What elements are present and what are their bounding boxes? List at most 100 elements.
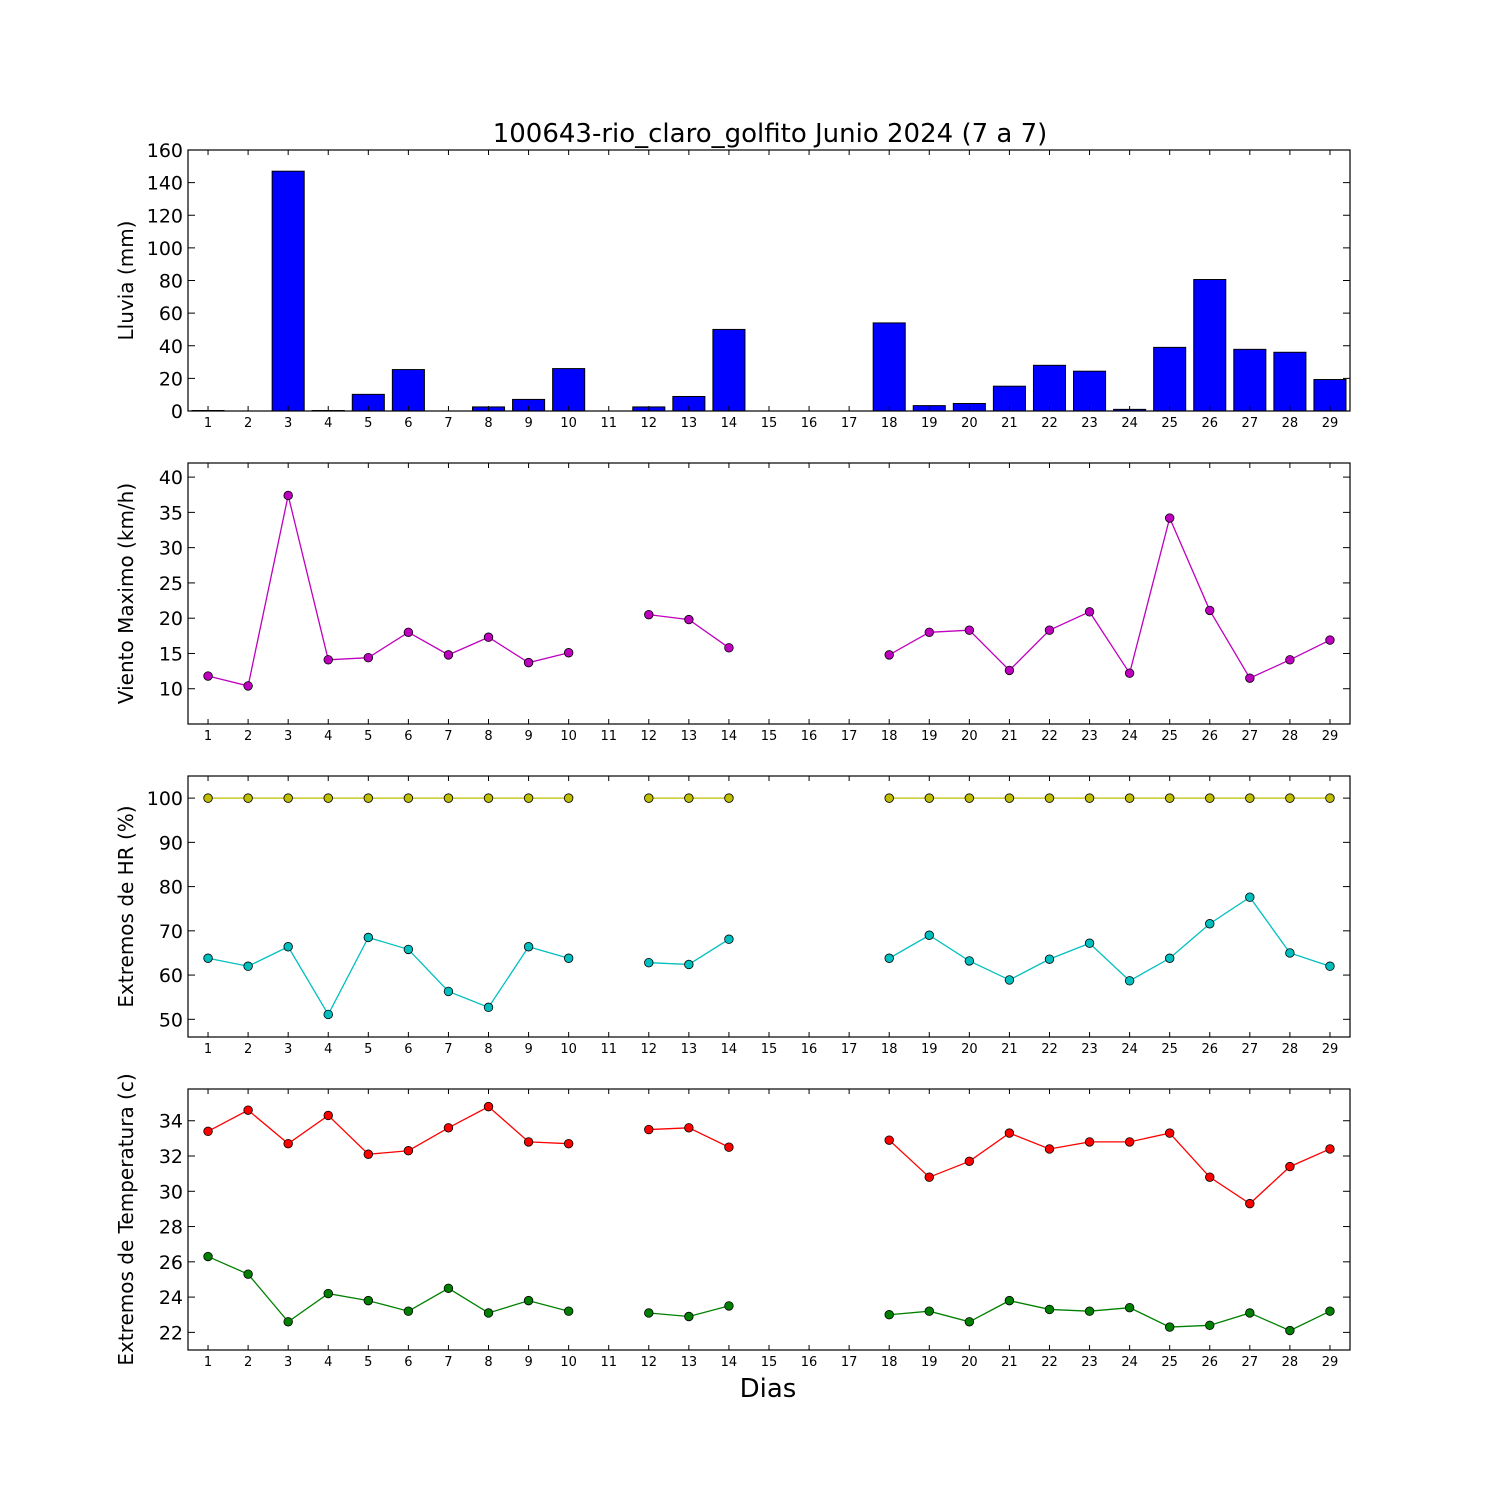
x-tick-label: 19 [921, 1355, 938, 1370]
wind-series-0-point-day-23 [1084, 607, 1095, 617]
x-tick-label: 21 [1001, 729, 1018, 744]
y-tick-label: 30 [159, 538, 183, 560]
hr-series-1-point-day-7 [443, 986, 454, 997]
x-tick-label: 2 [244, 1355, 252, 1370]
x-tick-label: 9 [524, 729, 532, 744]
rain-bar-day-6 [391, 369, 425, 412]
x-tick-label: 10 [560, 416, 577, 431]
x-tick-label: 28 [1282, 1355, 1299, 1370]
x-tick-label: 18 [881, 729, 898, 744]
hr-series-1-point-day-18 [884, 953, 894, 963]
y-tick-label: 160 [147, 140, 183, 162]
x-axis-label: Dias [740, 1374, 797, 1404]
temp-series-0-point-day-5 [363, 1149, 374, 1159]
x-tick-label: 6 [404, 729, 412, 744]
wind-series-0-point-day-13 [684, 614, 694, 625]
x-tick-label: 20 [961, 729, 978, 744]
temp-series-0-point-day-23 [1084, 1137, 1095, 1147]
temp-series-1-point-day-4 [323, 1288, 333, 1299]
temp-series-0-point-day-9 [523, 1137, 534, 1147]
y-tick-label: 140 [147, 173, 183, 195]
x-tick-label: 12 [641, 1042, 658, 1057]
hr-series-0-point-day-7 [443, 793, 454, 803]
hr-series-1-point-day-4 [323, 1009, 333, 1020]
temp-series-0-point-day-22 [1044, 1144, 1055, 1154]
temp-series-1-point-day-7 [443, 1283, 454, 1293]
temp-series-1-point-day-24 [1124, 1302, 1135, 1313]
hr-series-0-point-day-22 [1044, 793, 1055, 803]
hr-series-0-point-day-3 [283, 793, 293, 803]
hr-series-0-point-day-14 [724, 793, 734, 803]
wind-axes-frame [187, 462, 1351, 725]
hr-series-1-point-day-25 [1164, 953, 1175, 963]
hr-series-0-point-day-27 [1245, 793, 1255, 803]
x-tick-label: 29 [1322, 416, 1339, 431]
x-tick-label: 18 [881, 1355, 898, 1370]
x-tick-label: 18 [881, 1042, 898, 1057]
x-tick-label: 20 [961, 416, 978, 431]
temp-series-1-line [889, 1299, 1331, 1332]
temp-series-1-point-day-19 [924, 1306, 934, 1316]
temp-series-0-point-day-28 [1285, 1161, 1295, 1172]
temp-y-axis-label: Extremos de Temperatura (c) [114, 1073, 138, 1365]
wind-series-0-line [888, 516, 1331, 679]
wind-series-0-point-day-12 [644, 609, 654, 620]
x-tick-label: 3 [284, 1042, 292, 1057]
temp-series-1-point-day-10 [563, 1306, 574, 1316]
x-tick-label: 17 [841, 1042, 858, 1057]
x-tick-label: 24 [1121, 416, 1138, 431]
wind-series-0-point-day-21 [1004, 665, 1015, 676]
rain-bar-day-29 [1313, 379, 1347, 412]
temp-series-1-point-day-5 [363, 1295, 374, 1306]
x-tick-label: 28 [1282, 729, 1299, 744]
hr-series-0-point-day-26 [1205, 793, 1215, 803]
hr-series-1-point-day-9 [523, 942, 534, 952]
x-tick-label: 1 [204, 1355, 212, 1370]
temp-series-1-point-day-27 [1245, 1308, 1255, 1318]
x-tick-label: 12 [641, 729, 658, 744]
x-tick-label: 10 [560, 1355, 577, 1370]
wind-series-0-point-day-1 [203, 671, 213, 681]
temp-series-0-point-day-10 [563, 1138, 574, 1149]
y-tick-label: 20 [159, 608, 183, 630]
temp-series-1-point-day-23 [1084, 1306, 1095, 1316]
hr-series-1-point-day-6 [403, 944, 414, 955]
x-tick-label: 9 [524, 416, 532, 431]
hr-series-1-point-day-19 [924, 930, 934, 940]
wind-series-0-point-day-29 [1325, 635, 1335, 645]
x-tick-label: 26 [1201, 1042, 1218, 1057]
hr-series-0-point-day-2 [243, 793, 253, 803]
hr-series-0-point-day-24 [1124, 793, 1135, 803]
hr-series-1-point-day-1 [203, 953, 213, 963]
temp-series-0-point-day-4 [323, 1110, 333, 1121]
x-tick-label: 18 [881, 416, 898, 431]
y-tick-label: 10 [159, 679, 183, 701]
temp-series-0-point-day-26 [1205, 1172, 1215, 1182]
y-tick-label: 26 [159, 1252, 183, 1274]
hr-series-0-point-day-9 [523, 793, 534, 803]
x-tick-label: 15 [761, 416, 778, 431]
hr-y-axis-label: Extremos de HR (%) [114, 805, 138, 1007]
x-tick-label: 26 [1201, 416, 1218, 431]
x-tick-label: 4 [324, 1042, 332, 1057]
x-tick-label: 2 [244, 416, 252, 431]
temp-series-0-point-day-12 [644, 1124, 654, 1135]
hr-series-0-point-day-18 [884, 793, 894, 803]
temp-series-0-point-day-8 [483, 1101, 494, 1112]
wind-series-0-point-day-3 [283, 490, 293, 501]
wind-series-0-point-day-6 [403, 627, 414, 637]
y-tick-label: 32 [159, 1146, 183, 1168]
x-tick-label: 5 [364, 1355, 372, 1370]
x-tick-label: 10 [560, 729, 577, 744]
temp-series-0-point-day-20 [964, 1156, 975, 1167]
wind-series-0-point-day-7 [443, 650, 454, 660]
hr-axes-frame [187, 775, 1351, 1038]
x-tick-label: 3 [284, 1355, 292, 1370]
wind-series-0-point-day-19 [924, 627, 934, 637]
hr-series-1-point-day-5 [363, 932, 374, 943]
hr-series-1-point-day-26 [1205, 919, 1215, 929]
x-tick-label: 7 [444, 1042, 452, 1057]
x-tick-label: 1 [204, 416, 212, 431]
x-tick-label: 23 [1081, 1355, 1098, 1370]
hr-series-0-point-day-6 [403, 793, 414, 803]
